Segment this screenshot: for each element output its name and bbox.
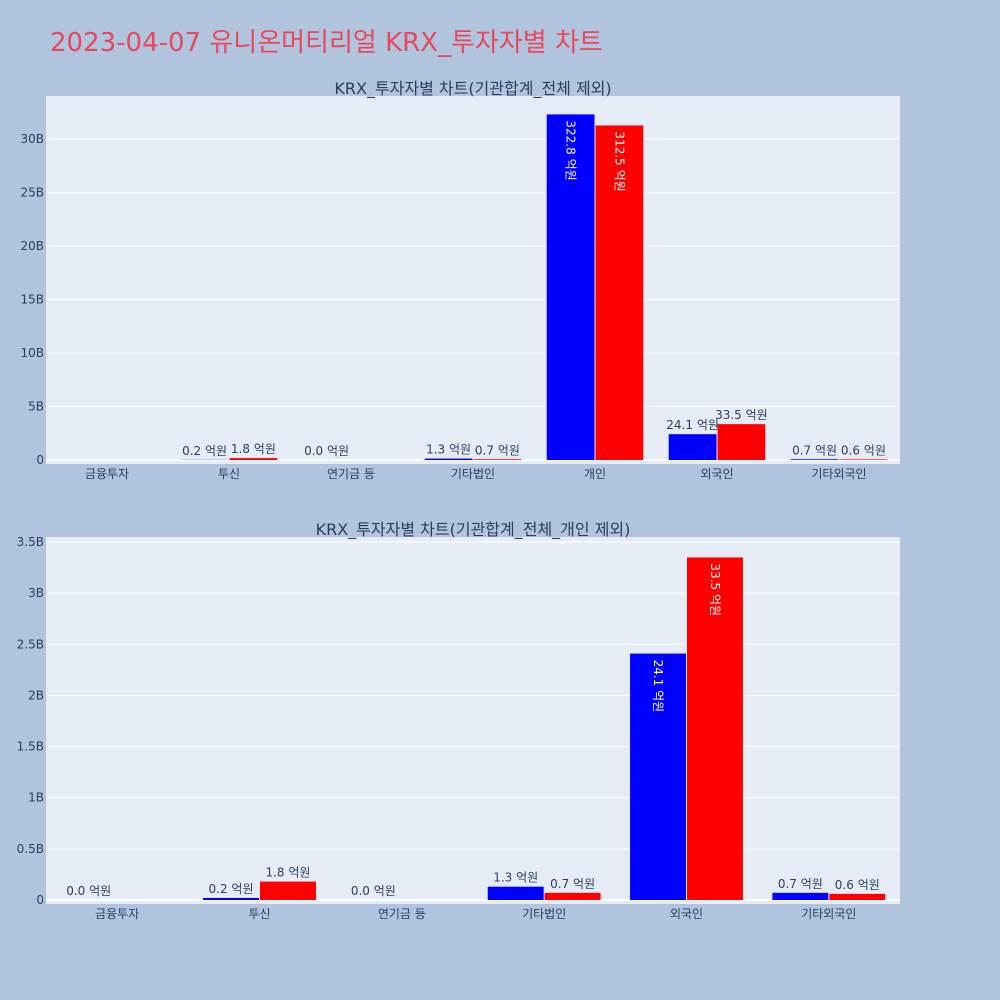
x-tick-label: 개인 (584, 467, 606, 481)
bar-series-2 (717, 424, 766, 460)
data-label: 0.6 억원 (841, 443, 886, 457)
plot-background (46, 96, 900, 464)
x-tick-label: 금융투자 (85, 467, 129, 481)
x-tick-label: 연기금 등 (378, 907, 426, 921)
x-tick-label: 투신 (218, 467, 240, 481)
plot-background (46, 537, 900, 904)
x-tick-label: 기타외국인 (811, 467, 866, 481)
y-tick-label: 10B (20, 346, 44, 360)
data-label: 0.7 억원 (778, 877, 823, 891)
y-tick-label: 25B (20, 185, 44, 199)
bar-series-2 (839, 459, 888, 460)
x-tick-label: 금융투자 (95, 907, 139, 921)
data-label: 0.0 억원 (66, 884, 111, 898)
y-tick-label: 3.5B (17, 535, 44, 549)
bar-series-2 (687, 557, 743, 900)
bar-series-2 (229, 458, 278, 460)
bar-series-2 (473, 459, 522, 460)
x-tick-label: 연기금 등 (327, 467, 375, 481)
bar-series-1 (630, 653, 686, 900)
x-tick-label: 투신 (248, 907, 270, 921)
y-tick-label: 15B (20, 292, 44, 306)
data-label: 0.6 억원 (835, 878, 880, 892)
bar-series-1 (203, 897, 259, 900)
y-tick-label: 20B (20, 239, 44, 253)
y-tick-label: 30B (20, 132, 44, 146)
bar-series-1 (790, 459, 839, 460)
data-label: 33.5 억원 (715, 408, 768, 422)
page-title: 2023-04-07 유니온머티리얼 KRX_투자자별 차트 (50, 28, 603, 58)
bar-series-1 (546, 114, 595, 460)
x-tick-label: 외국인 (670, 907, 703, 921)
data-label: 0.7 억원 (792, 443, 837, 457)
bar-series-2 (829, 893, 886, 900)
x-tick-label: 기타외국인 (801, 907, 856, 921)
chart-bottom: 0 0.5B 1B 1.5B 2B 2.5B 3B 3.5B KRX_투자자별 차트(기관합계_… (17, 520, 900, 921)
x-tick-label: 외국인 (700, 467, 733, 481)
y-tick-label: 0.5B (17, 842, 44, 856)
data-label: 1.8 억원 (265, 866, 310, 880)
data-label: 0.0 억원 (351, 884, 396, 898)
data-label: 0.7 억원 (550, 877, 595, 891)
y-tick-label: 0 (36, 893, 44, 907)
chart-title: KRX_투자자별 차트(기관합계_전체_개인 제외) (316, 520, 631, 540)
y-tick-label: 0 (36, 453, 44, 467)
bar-series-1 (668, 434, 717, 460)
data-label: 322.8 억원 (564, 120, 578, 180)
x-tick-label: 기타법인 (451, 467, 495, 481)
bar-series-2 (260, 881, 316, 900)
data-label: 0.7 억원 (475, 443, 520, 457)
data-label: 1.3 억원 (426, 443, 471, 457)
bar-series-1 (487, 886, 544, 900)
data-label: 0.2 억원 (182, 444, 227, 458)
bar-series-1 (424, 458, 473, 460)
data-label: 24.1 억원 (651, 660, 665, 713)
bar-series-1 (772, 892, 829, 900)
data-label: 312.5 억원 (612, 131, 626, 191)
chart-title: KRX_투자자별 차트(기관합계_전체 제외) (334, 79, 611, 99)
x-tick-label: 기타법인 (522, 907, 566, 921)
data-label: 1.8 억원 (231, 442, 276, 456)
bar-series-2 (595, 125, 644, 461)
data-label: 0.0 억원 (304, 444, 349, 458)
data-label: 1.3 억원 (493, 871, 538, 885)
y-tick-label: 2.5B (17, 637, 44, 651)
y-tick-label: 2B (28, 688, 44, 702)
data-label: 0.2 억원 (209, 882, 254, 896)
bar-series-2 (544, 892, 601, 900)
y-tick-label: 1B (28, 791, 44, 805)
y-tick-label: 1.5B (17, 740, 44, 754)
y-tick-label: 5B (28, 399, 44, 413)
chart-top: 0 5B 10B 15B 20B 25B 30B KRX_투자자별 차트(기관합계_전체 제외… (20, 79, 900, 481)
data-label: 33.5 억원 (708, 563, 722, 616)
y-tick-label: 3B (28, 586, 44, 600)
data-label: 24.1 억원 (666, 418, 719, 432)
